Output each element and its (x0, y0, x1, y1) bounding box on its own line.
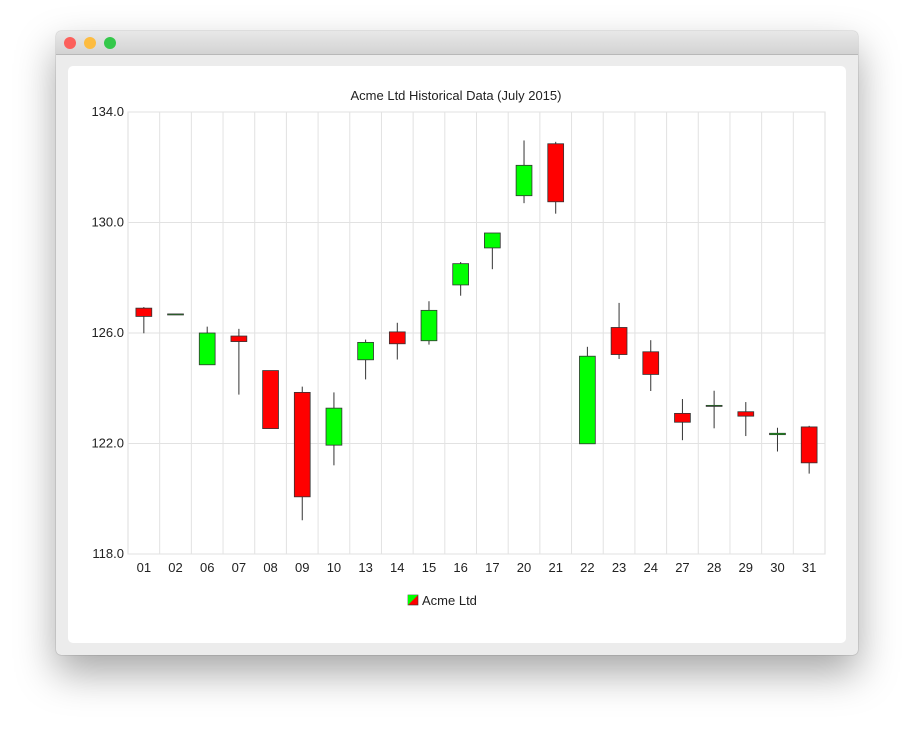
x-tick-label: 02 (168, 560, 182, 575)
candle-body[interactable] (547, 143, 565, 203)
x-tick-label: 15 (422, 560, 436, 575)
candle-body[interactable] (388, 331, 406, 345)
candle-body[interactable] (800, 426, 818, 464)
legend: Acme Ltd (407, 593, 477, 608)
x-tick-label: 09 (295, 560, 309, 575)
y-tick-label: 122.0 (91, 436, 124, 451)
x-tick-label: 31 (802, 560, 816, 575)
y-tick-label: 118.0 (92, 546, 124, 561)
x-tick-label: 10 (327, 560, 341, 575)
candle-body[interactable] (230, 335, 248, 342)
candle-body[interactable] (262, 370, 279, 429)
x-tick-label: 28 (707, 560, 721, 575)
candle-body[interactable] (769, 432, 786, 436)
x-tick-label: 17 (485, 560, 499, 575)
legend-label[interactable]: Acme Ltd (422, 593, 477, 608)
x-tick-label: 01 (137, 560, 151, 575)
x-tick-label: 24 (644, 560, 658, 575)
candle-body[interactable] (579, 355, 596, 445)
x-tick-label: 13 (358, 560, 372, 575)
candle-body[interactable] (515, 164, 533, 197)
candle-body[interactable] (452, 263, 469, 286)
candle-body[interactable] (167, 313, 184, 316)
chart-view (68, 66, 846, 643)
candle-body[interactable] (674, 412, 691, 423)
candle-body[interactable] (484, 232, 501, 249)
candle-body[interactable] (420, 309, 438, 342)
candle-body[interactable] (198, 332, 216, 366)
candle-body[interactable] (325, 407, 343, 446)
x-tick-label: 30 (770, 560, 784, 575)
title-bar (56, 31, 858, 55)
x-tick-label: 23 (612, 560, 626, 575)
chart-title: Acme Ltd Historical Data (July 2015) (351, 88, 562, 103)
candle-body[interactable] (610, 327, 628, 355)
maximize-button[interactable] (104, 37, 116, 49)
x-tick-label: 07 (232, 560, 246, 575)
close-button[interactable] (64, 37, 76, 49)
y-tick-label: 130.0 (91, 215, 124, 230)
x-tick-label: 27 (675, 560, 689, 575)
x-tick-label: 22 (580, 560, 594, 575)
x-tick-label: 21 (548, 560, 562, 575)
y-tick-label: 126.0 (91, 325, 124, 340)
legend-marker-green (408, 595, 418, 605)
x-tick-label: 14 (390, 560, 404, 575)
minimize-button[interactable] (84, 37, 96, 49)
candle-body[interactable] (705, 404, 723, 407)
y-tick-label: 134.0 (91, 104, 124, 119)
x-tick-label: 08 (263, 560, 277, 575)
x-tick-label: 20 (517, 560, 531, 575)
x-tick-label: 29 (739, 560, 753, 575)
candle-body[interactable] (135, 307, 153, 317)
candle-body[interactable] (293, 391, 311, 498)
app-window (56, 31, 858, 655)
x-tick-label: 06 (200, 560, 214, 575)
candle-body[interactable] (737, 411, 755, 417)
candle-body[interactable] (642, 351, 660, 375)
candle-body[interactable] (357, 341, 374, 361)
x-tick-label: 16 (453, 560, 467, 575)
